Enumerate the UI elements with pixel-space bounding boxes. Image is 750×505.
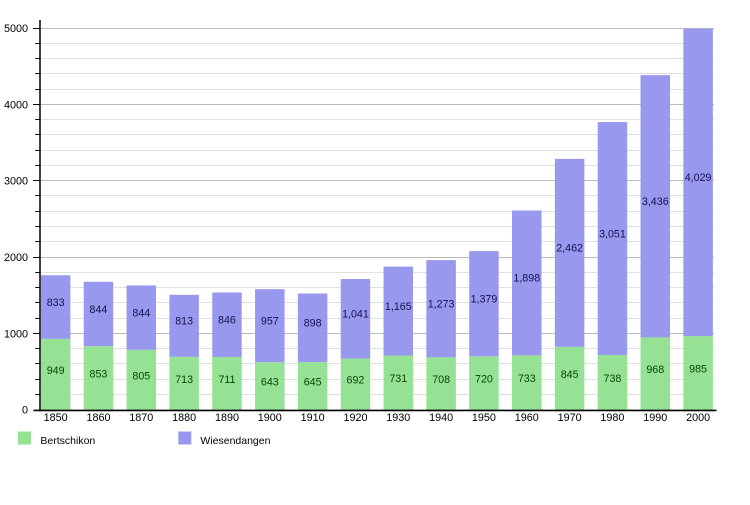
svg-text:1,379: 1,379: [471, 294, 498, 306]
svg-text:692: 692: [347, 375, 365, 387]
svg-text:711: 711: [218, 374, 235, 386]
svg-text:713: 713: [175, 374, 193, 386]
svg-text:4,029: 4,029: [685, 172, 712, 184]
svg-text:968: 968: [646, 364, 664, 376]
svg-text:645: 645: [304, 376, 322, 388]
svg-text:957: 957: [261, 316, 279, 328]
svg-text:4000: 4000: [4, 99, 28, 111]
svg-text:949: 949: [47, 365, 65, 377]
svg-text:844: 844: [132, 307, 150, 319]
svg-text:3000: 3000: [4, 176, 28, 188]
svg-text:845: 845: [561, 369, 579, 381]
svg-text:5000: 5000: [4, 23, 28, 35]
svg-text:2,462: 2,462: [556, 243, 583, 255]
svg-text:3,436: 3,436: [642, 196, 669, 208]
svg-text:720: 720: [475, 374, 493, 386]
svg-text:1950: 1950: [472, 412, 496, 424]
svg-text:1850: 1850: [44, 412, 68, 424]
svg-text:833: 833: [47, 297, 65, 309]
svg-text:1940: 1940: [429, 412, 453, 424]
svg-text:1980: 1980: [600, 412, 624, 424]
svg-text:1870: 1870: [129, 412, 153, 424]
svg-text:1920: 1920: [343, 412, 367, 424]
svg-text:1,041: 1,041: [342, 309, 369, 321]
svg-text:Bertschikon: Bertschikon: [40, 435, 95, 447]
svg-text:1000: 1000: [4, 328, 28, 340]
svg-text:1990: 1990: [643, 412, 667, 424]
svg-text:3,051: 3,051: [599, 228, 626, 240]
svg-text:1890: 1890: [215, 412, 239, 424]
svg-text:813: 813: [175, 316, 193, 328]
svg-text:1880: 1880: [172, 412, 196, 424]
svg-text:1960: 1960: [515, 412, 539, 424]
svg-text:846: 846: [218, 315, 236, 327]
svg-text:731: 731: [389, 373, 407, 385]
svg-text:Wiesendangen: Wiesendangen: [200, 435, 270, 447]
svg-text:1860: 1860: [86, 412, 110, 424]
svg-text:1,898: 1,898: [513, 273, 540, 285]
svg-text:2000: 2000: [686, 412, 710, 424]
svg-text:738: 738: [604, 373, 622, 385]
svg-text:1970: 1970: [558, 412, 582, 424]
svg-text:733: 733: [518, 373, 536, 385]
svg-text:898: 898: [304, 318, 322, 330]
svg-text:708: 708: [432, 374, 450, 386]
svg-text:2000: 2000: [4, 252, 28, 264]
svg-text:1930: 1930: [386, 412, 410, 424]
svg-text:643: 643: [261, 377, 279, 389]
svg-text:1,165: 1,165: [385, 301, 412, 313]
svg-text:1910: 1910: [301, 412, 325, 424]
svg-text:853: 853: [90, 369, 108, 381]
svg-text:805: 805: [132, 370, 150, 382]
svg-text:1900: 1900: [258, 412, 282, 424]
svg-text:844: 844: [90, 304, 108, 316]
svg-text:985: 985: [689, 364, 707, 376]
svg-text:1,273: 1,273: [428, 298, 455, 310]
svg-text:0: 0: [22, 405, 28, 417]
